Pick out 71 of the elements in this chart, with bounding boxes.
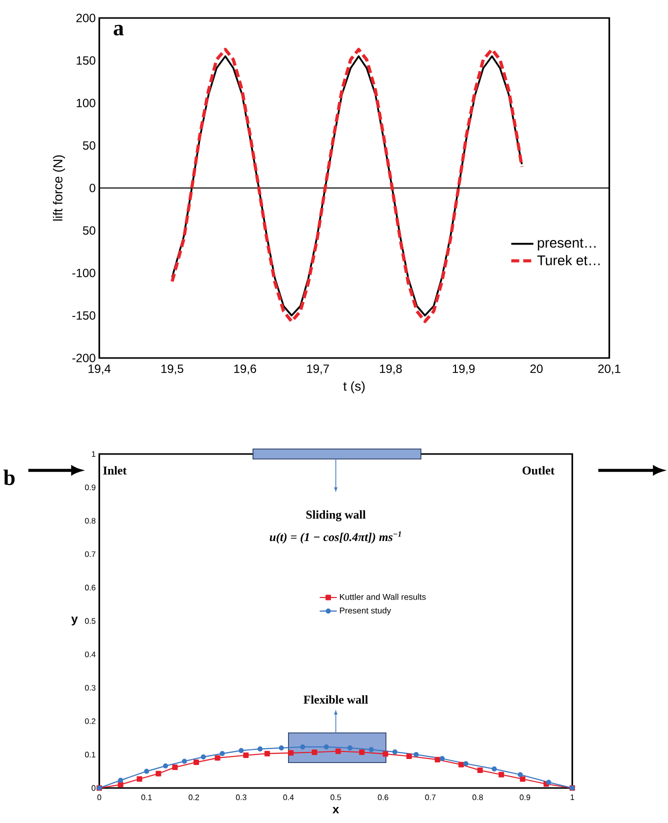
point: [200, 754, 206, 760]
annotation: Sliding wall: [306, 510, 366, 522]
point: [220, 751, 225, 756]
point: [546, 780, 551, 785]
point: [257, 746, 262, 752]
point: [392, 749, 398, 754]
point: [406, 754, 412, 760]
point: [312, 750, 318, 755]
point: [439, 756, 445, 762]
point: [144, 768, 149, 774]
x-tick-label: 19,6: [234, 364, 256, 374]
point: [458, 762, 464, 768]
point: [288, 750, 294, 756]
annotation: Inlet: [103, 466, 126, 475]
point: [278, 745, 284, 750]
point: [172, 764, 178, 770]
point: [162, 763, 168, 768]
annotation: u(t) = (1 − cos[0.4πt]) ms$^{−1}$: [270, 531, 401, 544]
x-tick-label: 20: [530, 364, 542, 373]
point: [358, 750, 364, 755]
y-tick-label: -100: [72, 268, 96, 278]
point: [498, 772, 504, 778]
legend-label: Present study: [340, 607, 391, 616]
x-tick-label: 20,1: [598, 364, 620, 374]
x-tick-label: 19,5: [161, 364, 184, 374]
point: [264, 750, 270, 756]
point: [368, 747, 374, 752]
point: [324, 744, 329, 750]
point: [335, 748, 341, 754]
text: b: [3, 470, 14, 486]
point: [238, 748, 244, 754]
x-tick-label: 19,8: [380, 364, 402, 374]
point: [382, 751, 388, 757]
point: [463, 761, 468, 766]
y-axis-title: y: [71, 616, 78, 626]
x-tick-label: 19,7: [306, 364, 329, 374]
y-tick-label: 50: [82, 226, 96, 235]
y-tick-label: 150: [76, 56, 96, 65]
point: [347, 745, 352, 750]
point: [518, 772, 523, 778]
y-tick-label: -150: [72, 311, 96, 320]
point: [155, 770, 161, 776]
point: [214, 755, 220, 761]
point: [477, 768, 483, 774]
annotation: Outlet: [522, 466, 554, 475]
point: [118, 782, 124, 788]
point: [520, 776, 526, 782]
point: [136, 776, 142, 782]
y-tick-label: 100: [76, 98, 96, 108]
x-tick-label: 19,4: [88, 364, 110, 374]
annotation: a: [114, 24, 124, 36]
y-axis-title: lift force (N): [52, 155, 65, 221]
y-tick-label: 0: [89, 184, 96, 192]
y-tick-label: 50: [82, 141, 96, 150]
point: [118, 778, 123, 783]
annotation: Flexible wall: [303, 695, 368, 704]
x-axis-title: t (s): [343, 381, 364, 394]
point: [193, 760, 199, 766]
x-tick-label: 19,9: [452, 364, 474, 374]
y-tick-label: -200: [72, 354, 96, 362]
y-tick-label: 200: [76, 14, 96, 22]
point: [434, 756, 440, 762]
point: [242, 752, 248, 758]
x-axis-title: x: [332, 806, 339, 814]
point: [182, 758, 187, 764]
point: [413, 752, 419, 758]
legend-label: present…: [538, 238, 596, 250]
point: [492, 766, 497, 772]
point: [300, 744, 306, 750]
legend-label: Turek et…: [537, 255, 600, 266]
legend-label: Kuttler and Wall results: [340, 594, 426, 600]
